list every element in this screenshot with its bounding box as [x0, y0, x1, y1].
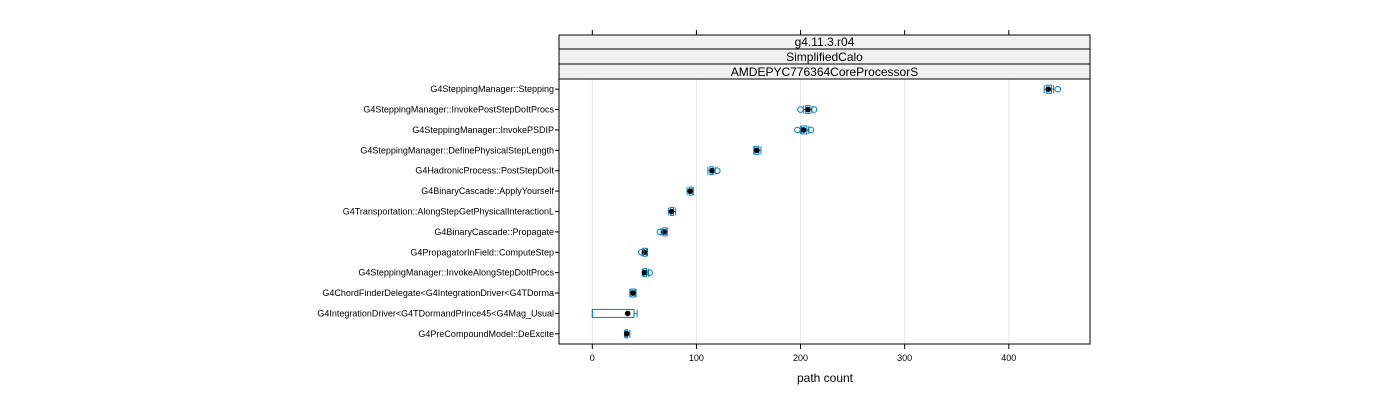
category-label: G4SteppingManager::DefinePhysicalStepLen… — [360, 145, 554, 155]
outlier-point — [807, 126, 815, 134]
category-label: G4ChordFinderDelegate<G4IntegrationDrive… — [322, 288, 554, 298]
strip-label-cpu: AMDEPYC776364CoreProcessorS — [731, 65, 918, 79]
category-label: G4BinaryCascade::ApplyYourself — [421, 186, 554, 196]
category-label: G4PropagatorInField::ComputeStep — [410, 247, 554, 257]
outlier-point — [646, 269, 653, 276]
plot-panel — [558, 78, 1091, 345]
median-dot — [687, 188, 693, 194]
median-dot — [805, 106, 811, 113]
outlier-point — [794, 126, 801, 134]
x-tick-label: 100 — [689, 353, 704, 363]
box-1 — [797, 105, 818, 115]
category-label: G4SteppingManager::InvokeAlongStepDoItPr… — [358, 268, 554, 278]
x-tick-label: 400 — [1001, 353, 1016, 363]
x-tick-label: 300 — [897, 353, 912, 363]
box-7 — [656, 227, 668, 237]
category-label: G4HadronicProcess::PostStepDoIt — [415, 166, 554, 176]
strip-panel: g4.11.3.r04 SimplifiedCalo AMDEPYC776364… — [558, 34, 1091, 80]
box-5 — [686, 186, 694, 196]
median-dot — [800, 127, 807, 133]
box-4 — [707, 166, 721, 176]
median-dot — [754, 147, 760, 154]
box-3 — [753, 145, 762, 155]
box-9 — [641, 268, 653, 278]
outlier-point — [1054, 85, 1062, 93]
median-dot — [1045, 86, 1052, 92]
strip-label-version: g4.11.3.r04 — [795, 35, 855, 49]
x-tick-label: 200 — [793, 353, 808, 363]
x-tick-label: 0 — [590, 353, 595, 363]
box-2 — [794, 125, 815, 135]
box-11 — [591, 308, 638, 318]
median-dot — [624, 310, 631, 317]
outlier-point — [713, 167, 721, 175]
median-dot — [668, 208, 675, 215]
box-6 — [667, 207, 677, 216]
median-dot — [641, 269, 648, 276]
box-0 — [1043, 84, 1062, 94]
category-label: G4Transportation::AlongStepGetPhysicalIn… — [343, 207, 554, 217]
category-label: G4SteppingManager::InvokePostStepDoItPro… — [363, 105, 554, 115]
box-12 — [623, 329, 631, 339]
median-dot — [623, 331, 630, 337]
category-label: G4SteppingManager::InvokePSDIP — [412, 125, 554, 135]
median-dot — [630, 290, 636, 296]
gridlines — [591, 79, 1010, 344]
outlier-point — [637, 248, 645, 256]
category-label: G4BinaryCascade::Propagate — [434, 227, 554, 237]
box-8 — [637, 247, 648, 257]
category-label: G4SteppingManager::Stepping — [430, 84, 554, 94]
bottom-axis: 0 100 200 300 400 — [590, 344, 1016, 363]
top-ticks — [591, 30, 1010, 35]
strip-label-test: SimplifiedCalo — [786, 50, 863, 64]
outlier-point — [810, 106, 818, 113]
outlier-point — [656, 228, 664, 236]
panel-border — [558, 78, 1091, 345]
box-rect — [591, 308, 635, 318]
category-label: G4PreCompoundModel::DeExcite — [418, 329, 554, 339]
median-dot — [709, 167, 715, 174]
boxes — [591, 84, 1062, 339]
category-labels: G4SteppingManager::SteppingG4SteppingMan… — [317, 84, 559, 339]
outlier-point — [797, 106, 804, 113]
category-label: G4IntegrationDriver<G4TDormandPrince45<G… — [317, 308, 554, 318]
box-10 — [629, 288, 637, 298]
x-axis-title: path count — [797, 371, 854, 385]
